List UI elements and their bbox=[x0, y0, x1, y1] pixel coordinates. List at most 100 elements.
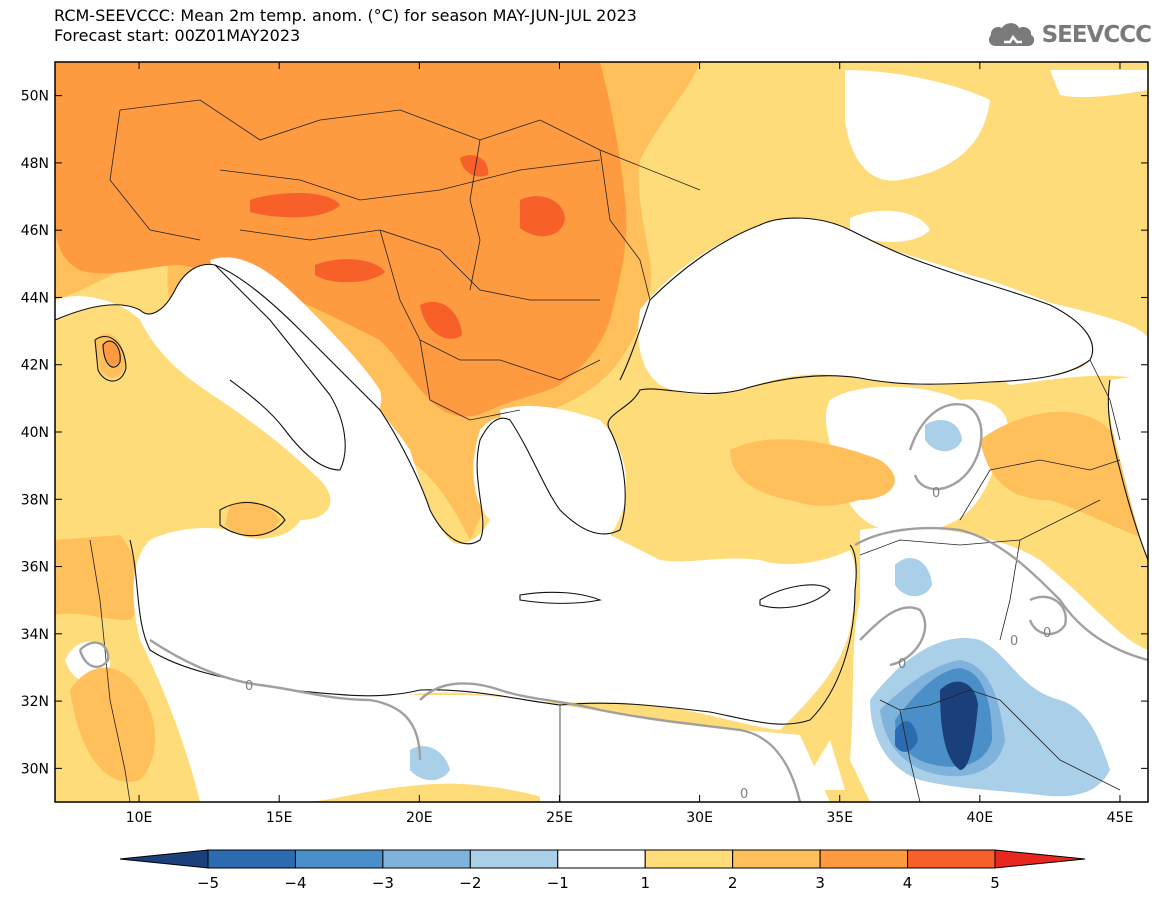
border-3 bbox=[239, 229, 600, 301]
anomaly-2to3-iraq-north bbox=[980, 411, 1148, 540]
coastline-caspian bbox=[1107, 379, 1148, 561]
mediterranean-sea bbox=[55, 264, 856, 730]
lon-tick-label: 10E bbox=[126, 810, 153, 826]
coastline-italy bbox=[214, 264, 346, 471]
colorbar-box bbox=[644, 849, 734, 869]
border-15 bbox=[959, 459, 1121, 521]
border-6 bbox=[599, 149, 651, 301]
lon-tick-label: 15E bbox=[266, 810, 293, 826]
white-area-north-africa bbox=[140, 640, 830, 802]
aegean-sea bbox=[500, 405, 627, 560]
caspian-sea bbox=[1108, 375, 1148, 560]
lon-tick-label: 40E bbox=[967, 810, 994, 826]
map-field bbox=[55, 62, 1148, 802]
colorbar-tick-label: 2 bbox=[728, 874, 738, 892]
anomaly-2to3-algeria bbox=[55, 535, 141, 620]
lat-tick-label: 46N bbox=[21, 223, 49, 239]
black-sea bbox=[638, 218, 1094, 395]
zero-contour-4 bbox=[149, 639, 422, 761]
colorbar: −5 −4 −3 −2 −1 1 2 3 4 5 bbox=[119, 849, 1086, 892]
title-line-2: Forecast start: 00Z01MAY2023 bbox=[54, 26, 301, 45]
anomaly-4to5-hungary bbox=[520, 196, 565, 237]
colorbar-arrow-low bbox=[119, 849, 209, 869]
zero-contour-5 bbox=[419, 682, 802, 802]
anomaly-2to3-libya-west bbox=[70, 667, 155, 782]
border-16 bbox=[1089, 359, 1121, 441]
colorbar-box bbox=[294, 849, 384, 869]
colorbar-box bbox=[732, 849, 821, 869]
anomaly-minus4to5-jordan-east bbox=[940, 681, 978, 770]
coastline-sardinia bbox=[94, 335, 127, 382]
lon-tick-label: 45E bbox=[1107, 810, 1134, 826]
lat-tick-label: 42N bbox=[21, 358, 49, 374]
colorbar-tick-label: −2 bbox=[459, 874, 481, 892]
anomaly-3to4-corsica bbox=[103, 340, 120, 366]
white-area-caucasus bbox=[1050, 70, 1148, 98]
lat-tick-label: 50N bbox=[21, 89, 49, 105]
colorbar-tick-label: 5 bbox=[990, 874, 1000, 892]
colorbar-tick-label: −4 bbox=[284, 874, 306, 892]
contour-label: 0 bbox=[740, 787, 748, 802]
lon-tick-label: 20E bbox=[406, 810, 433, 826]
anomaly-4to5-serbia bbox=[420, 301, 462, 339]
anomaly-2to3-sicily bbox=[225, 500, 280, 536]
anomaly-2to3-turkey bbox=[730, 439, 895, 506]
white-area-black-sea bbox=[845, 70, 990, 181]
contour-label: 0 bbox=[1010, 634, 1018, 649]
colorbar-box bbox=[907, 849, 996, 869]
lat-tick-label: 44N bbox=[21, 290, 49, 306]
colorbar-tick-label: −5 bbox=[197, 874, 219, 892]
border-2 bbox=[219, 159, 601, 201]
zero-contour-6 bbox=[78, 641, 110, 669]
contour-labels: 0 0 0 0 0 0 bbox=[245, 486, 1051, 802]
colorbar-tick-label: 3 bbox=[815, 874, 825, 892]
zero-contour-2 bbox=[854, 526, 1148, 662]
border-1 bbox=[119, 99, 701, 191]
border-8 bbox=[419, 339, 521, 421]
coastline-crete bbox=[519, 591, 602, 604]
zero-contour-3 bbox=[859, 606, 927, 667]
colorbar-tick-label: 4 bbox=[903, 874, 913, 892]
anomaly-minus4to5-jordan-west bbox=[895, 721, 918, 752]
border-5 bbox=[469, 139, 481, 291]
coastlines bbox=[55, 217, 1148, 725]
lat-tick-label: 36N bbox=[21, 560, 49, 576]
anomaly-minus1to2-syria bbox=[895, 557, 932, 597]
lon-tick-label: 25E bbox=[546, 810, 573, 826]
coastline-cyprus bbox=[759, 584, 831, 609]
colorbar-box bbox=[557, 849, 646, 869]
colorbar-box bbox=[469, 849, 559, 869]
coastline-africa bbox=[129, 539, 857, 725]
cloud-icon bbox=[988, 23, 1034, 46]
axis-ticks: 10E 15E 20E 25E 30E 35E 40E 45E 30N 32N 34N 36N 38N 4… bbox=[21, 62, 1148, 826]
adriatic-sea bbox=[210, 257, 382, 414]
anomaly-minus1to2-turkey bbox=[925, 420, 962, 452]
seevccc-logo: SEEVCCC bbox=[986, 20, 1152, 50]
coastline-sicily bbox=[219, 502, 286, 537]
zero-contour-7 bbox=[1028, 595, 1067, 636]
border-4 bbox=[379, 229, 601, 381]
lat-tick-label: 38N bbox=[21, 492, 49, 508]
lon-tick-label: 35E bbox=[826, 810, 853, 826]
border-7 bbox=[109, 109, 201, 241]
sea-of-azov bbox=[850, 210, 930, 242]
lat-tick-label: 30N bbox=[21, 761, 49, 777]
border-9 bbox=[89, 539, 131, 802]
lat-tick-label: 40N bbox=[21, 425, 49, 441]
contour-label: 0 bbox=[932, 486, 940, 501]
title-line-1: RCM-SEEVCCC: Mean 2m temp. anom. (°C) fo… bbox=[54, 6, 637, 25]
colorbar-tick-label: 1 bbox=[640, 874, 650, 892]
country-borders bbox=[89, 99, 1121, 802]
colorbar-tick-label: −1 bbox=[547, 874, 569, 892]
colorbar-tick-label: −3 bbox=[372, 874, 394, 892]
coastline-corsica bbox=[102, 340, 121, 368]
contour-label: 0 bbox=[898, 657, 906, 672]
lat-tick-label: 48N bbox=[21, 156, 49, 172]
anomaly-4to5-slovenia bbox=[250, 193, 340, 218]
colorbar-box bbox=[382, 849, 471, 869]
red-sea-gulf bbox=[800, 740, 845, 790]
anomaly-3to4-balkans bbox=[55, 62, 627, 417]
contour-label: 0 bbox=[1043, 626, 1051, 641]
lat-tick-label: 32N bbox=[21, 694, 49, 710]
